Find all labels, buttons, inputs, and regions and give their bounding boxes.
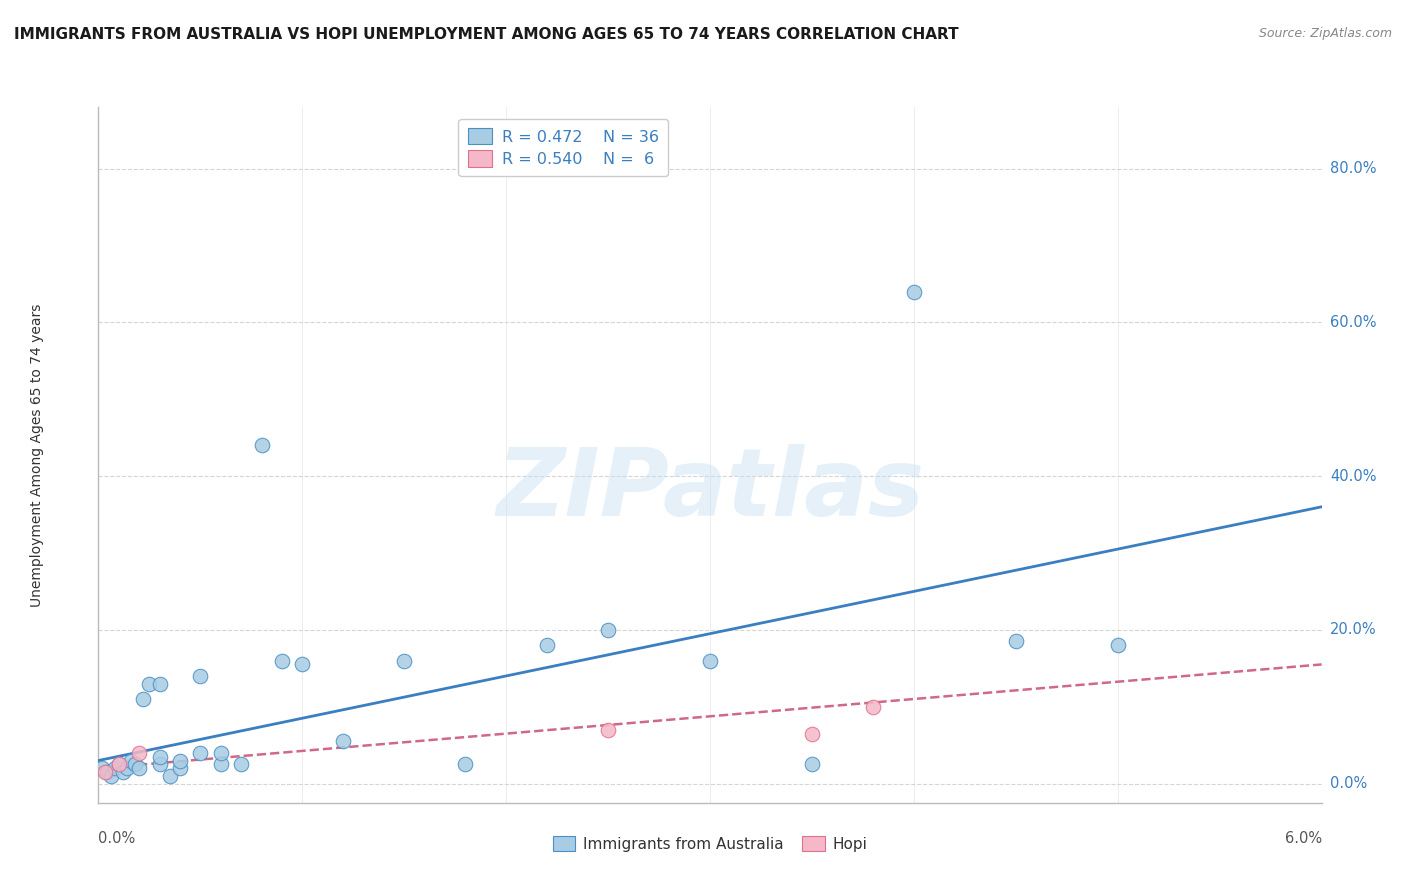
Point — [93, 765, 115, 780]
Point — [159, 769, 181, 783]
Point — [454, 757, 477, 772]
Text: 0.0%: 0.0% — [98, 830, 135, 846]
Text: Unemployment Among Ages 65 to 74 years: Unemployment Among Ages 65 to 74 years — [31, 303, 44, 607]
Point — [128, 746, 150, 760]
Point — [91, 761, 114, 775]
Point — [100, 769, 122, 783]
Point — [392, 654, 416, 668]
Point — [149, 757, 172, 772]
Point — [104, 761, 127, 775]
Point — [598, 723, 620, 737]
Point — [108, 757, 131, 772]
Text: IMMIGRANTS FROM AUSTRALIA VS HOPI UNEMPLOYMENT AMONG AGES 65 TO 74 YEARS CORRELA: IMMIGRANTS FROM AUSTRALIA VS HOPI UNEMPL… — [14, 27, 959, 42]
Point — [128, 761, 150, 775]
Point — [862, 699, 884, 714]
Point — [209, 746, 232, 760]
Point — [209, 757, 232, 772]
Text: Source: ZipAtlas.com: Source: ZipAtlas.com — [1258, 27, 1392, 40]
Point — [598, 623, 620, 637]
Point — [231, 757, 253, 772]
Point — [903, 285, 925, 299]
Point — [120, 754, 142, 768]
Point — [188, 746, 212, 760]
Point — [1107, 638, 1129, 652]
Point — [108, 757, 131, 772]
Text: 0.0%: 0.0% — [1330, 776, 1367, 791]
Point — [96, 765, 118, 780]
Point — [291, 657, 314, 672]
Point — [149, 749, 172, 764]
Point — [801, 726, 824, 740]
Text: 80.0%: 80.0% — [1330, 161, 1376, 176]
Point — [169, 754, 191, 768]
Text: 20.0%: 20.0% — [1330, 623, 1376, 637]
Point — [149, 676, 172, 690]
Point — [132, 692, 155, 706]
Point — [699, 654, 721, 668]
Point — [111, 765, 134, 780]
Point — [250, 438, 273, 452]
Point — [801, 757, 824, 772]
Point — [124, 757, 146, 772]
Point — [536, 638, 558, 652]
Point — [332, 734, 354, 748]
Legend: Immigrants from Australia, Hopi: Immigrants from Australia, Hopi — [547, 830, 873, 858]
Point — [188, 669, 212, 683]
Text: ZIPatlas: ZIPatlas — [496, 443, 924, 536]
Point — [270, 654, 292, 668]
Text: 6.0%: 6.0% — [1285, 830, 1322, 846]
Point — [138, 676, 160, 690]
Text: 60.0%: 60.0% — [1330, 315, 1376, 330]
Point — [1004, 634, 1026, 648]
Point — [169, 761, 191, 775]
Point — [115, 761, 138, 775]
Text: 40.0%: 40.0% — [1330, 468, 1376, 483]
